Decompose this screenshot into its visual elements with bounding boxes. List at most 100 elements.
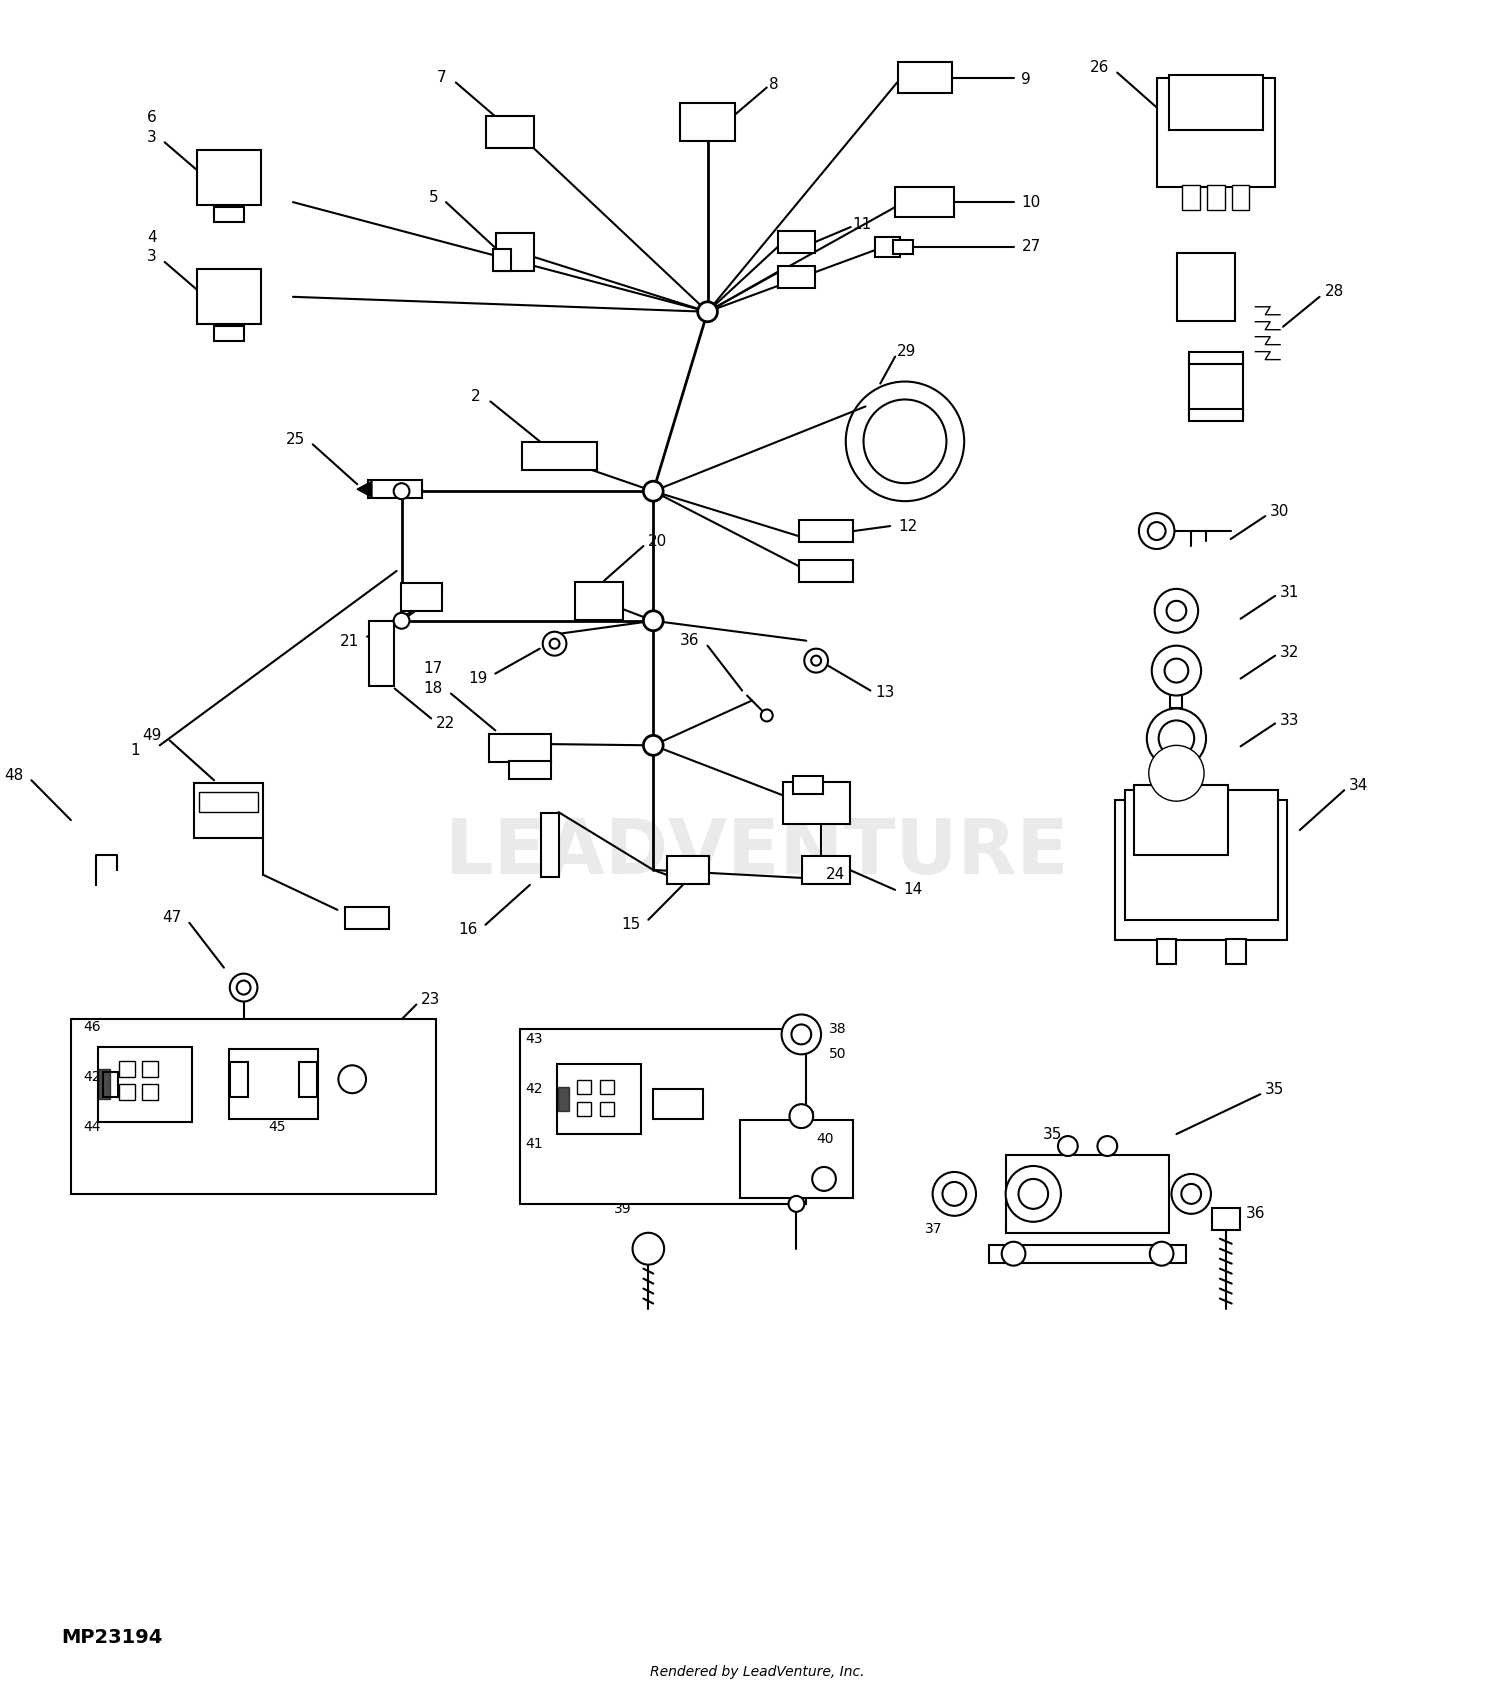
Circle shape (1149, 746, 1204, 801)
Bar (214, 207, 243, 222)
Circle shape (804, 649, 828, 673)
Bar (1190, 352, 1243, 364)
Bar (681, 104, 735, 142)
Circle shape (933, 1173, 976, 1215)
Bar (369, 621, 394, 686)
Bar (298, 1062, 316, 1096)
Text: 6: 6 (147, 109, 158, 125)
Text: 16: 16 (458, 922, 477, 937)
Text: 8: 8 (770, 77, 778, 92)
Text: 30: 30 (1270, 504, 1290, 519)
Bar (70, 1019, 436, 1193)
Bar (522, 442, 597, 469)
Text: 32: 32 (1280, 645, 1299, 661)
Text: Rendered by LeadVenture, Inc.: Rendered by LeadVenture, Inc. (650, 1666, 864, 1680)
Text: 27: 27 (1022, 239, 1041, 254)
Bar (196, 150, 261, 205)
Text: 24: 24 (827, 867, 846, 883)
Circle shape (792, 1024, 812, 1045)
Text: 38: 38 (830, 1022, 846, 1036)
Bar (777, 266, 814, 288)
Circle shape (1098, 1137, 1118, 1156)
Bar (576, 582, 622, 620)
Circle shape (1155, 589, 1198, 633)
Circle shape (393, 613, 410, 628)
Bar (486, 116, 534, 149)
Circle shape (1148, 708, 1206, 768)
Bar (600, 1103, 613, 1116)
Circle shape (393, 483, 410, 498)
Bar (800, 560, 853, 582)
Bar (120, 1084, 135, 1101)
Bar (1212, 1209, 1239, 1229)
Bar (1156, 939, 1176, 964)
Text: 28: 28 (1324, 285, 1344, 299)
Bar (368, 480, 422, 498)
Text: 3: 3 (147, 130, 158, 145)
Circle shape (812, 1168, 836, 1191)
Circle shape (549, 638, 560, 649)
Circle shape (1152, 645, 1202, 695)
Text: 23: 23 (422, 992, 441, 1007)
Bar (540, 813, 558, 877)
Text: 48: 48 (4, 768, 24, 784)
Text: 34: 34 (1348, 778, 1368, 792)
Bar (777, 230, 814, 253)
Text: 42: 42 (84, 1070, 100, 1084)
Bar (1190, 358, 1243, 415)
Bar (1156, 77, 1275, 188)
Bar (892, 239, 914, 254)
Bar (195, 784, 264, 838)
Text: 39: 39 (614, 1202, 632, 1215)
Circle shape (1002, 1241, 1026, 1265)
Bar (214, 326, 243, 341)
Polygon shape (558, 1087, 570, 1111)
Circle shape (1138, 514, 1174, 550)
Text: 2: 2 (471, 389, 480, 405)
Bar (104, 1072, 118, 1096)
Circle shape (1150, 1241, 1173, 1265)
Text: 33: 33 (1280, 714, 1299, 727)
Bar (1170, 693, 1182, 708)
Bar (578, 1081, 591, 1094)
Bar (578, 1103, 591, 1116)
Bar (896, 188, 954, 217)
Bar (120, 1062, 135, 1077)
Text: 49: 49 (142, 727, 162, 743)
Circle shape (1172, 1174, 1210, 1214)
Bar (1114, 801, 1287, 941)
Bar (654, 1089, 702, 1120)
Bar (1232, 184, 1250, 210)
Circle shape (1148, 522, 1166, 539)
Bar (230, 1062, 248, 1096)
Text: 37: 37 (924, 1222, 942, 1236)
Circle shape (543, 632, 567, 655)
Circle shape (644, 481, 663, 502)
Circle shape (339, 1065, 366, 1092)
Text: 15: 15 (621, 917, 640, 932)
Text: 14: 14 (903, 883, 922, 898)
Bar (494, 249, 512, 271)
Circle shape (812, 655, 820, 666)
Circle shape (760, 710, 772, 722)
Bar (668, 855, 708, 884)
Text: LEADVENTURE: LEADVENTURE (446, 816, 1068, 889)
Text: 10: 10 (1022, 195, 1041, 210)
Polygon shape (357, 481, 372, 497)
Bar (802, 855, 849, 884)
Bar (196, 270, 261, 324)
Text: 7: 7 (436, 70, 445, 85)
Bar (1226, 939, 1245, 964)
Circle shape (644, 736, 663, 754)
Text: 11: 11 (852, 217, 871, 232)
Bar (345, 906, 388, 929)
Bar (1125, 790, 1278, 920)
Text: 5: 5 (429, 189, 438, 205)
Text: 43: 43 (525, 1033, 543, 1046)
Circle shape (644, 611, 663, 630)
Bar (556, 1063, 640, 1133)
Bar (1134, 785, 1228, 855)
Circle shape (789, 1104, 813, 1128)
Bar (489, 734, 550, 763)
Text: 13: 13 (876, 685, 894, 700)
